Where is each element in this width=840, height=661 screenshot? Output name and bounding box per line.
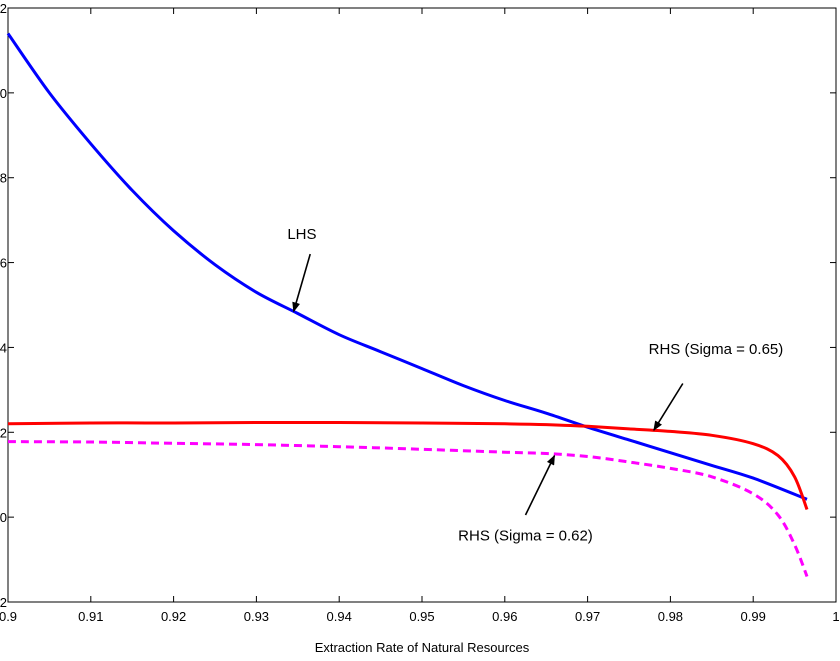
x-tick-label: 0.93 [244,609,269,624]
x-tick-label: 0.9 [0,609,17,624]
y-tick-label: 2 [0,425,7,440]
y-tick-label: 0 [0,510,7,525]
annotation-label: LHS [287,226,316,243]
y-tick-label: 12 [0,1,7,16]
ticks-layer: 0.9 0.91 0.92 0.93 0.94 0.95 0.96 0.97 0.98 0.99 1… [0,1,840,624]
series-line-rhs-sigma-065 [7,420,809,511]
series-layer [6,32,809,578]
series-line-rhs-sigma-062 [7,440,809,578]
annotation-arrow [524,454,556,516]
x-tick-label: 0.91 [78,609,103,624]
series-line-lhs [6,32,808,501]
x-tick-label: 0.96 [492,609,517,624]
plot-border [7,7,837,603]
y-tick-label: 6 [0,256,7,271]
x-tick-label: 1 [832,609,839,624]
x-tick-label: 0.92 [161,609,186,624]
y-tick-label: 8 [0,171,7,186]
plot-frame [7,7,837,603]
annotation-layer: LHS RHS (Sigma = 0.65) RHS (Sigma = 0.62) [287,226,783,544]
annotation-arrow [292,253,311,313]
x-axis-label: Extraction Rate of Natural Resources [315,640,530,655]
x-tick-label: 0.99 [741,609,766,624]
y-tick-label: 4 [0,340,7,355]
annotation-arrow [653,383,684,432]
x-tick-label: 0.95 [409,609,434,624]
x-tick-label: 0.94 [327,609,352,624]
y-tick-label: -2 [0,595,7,610]
annotation-label: RHS (Sigma = 0.65) [649,341,784,358]
annotation-label: RHS (Sigma = 0.62) [458,527,593,544]
y-tick-label: 10 [0,86,7,101]
x-tick-label: 0.98 [658,609,683,624]
x-tick-label: 0.97 [575,609,600,624]
